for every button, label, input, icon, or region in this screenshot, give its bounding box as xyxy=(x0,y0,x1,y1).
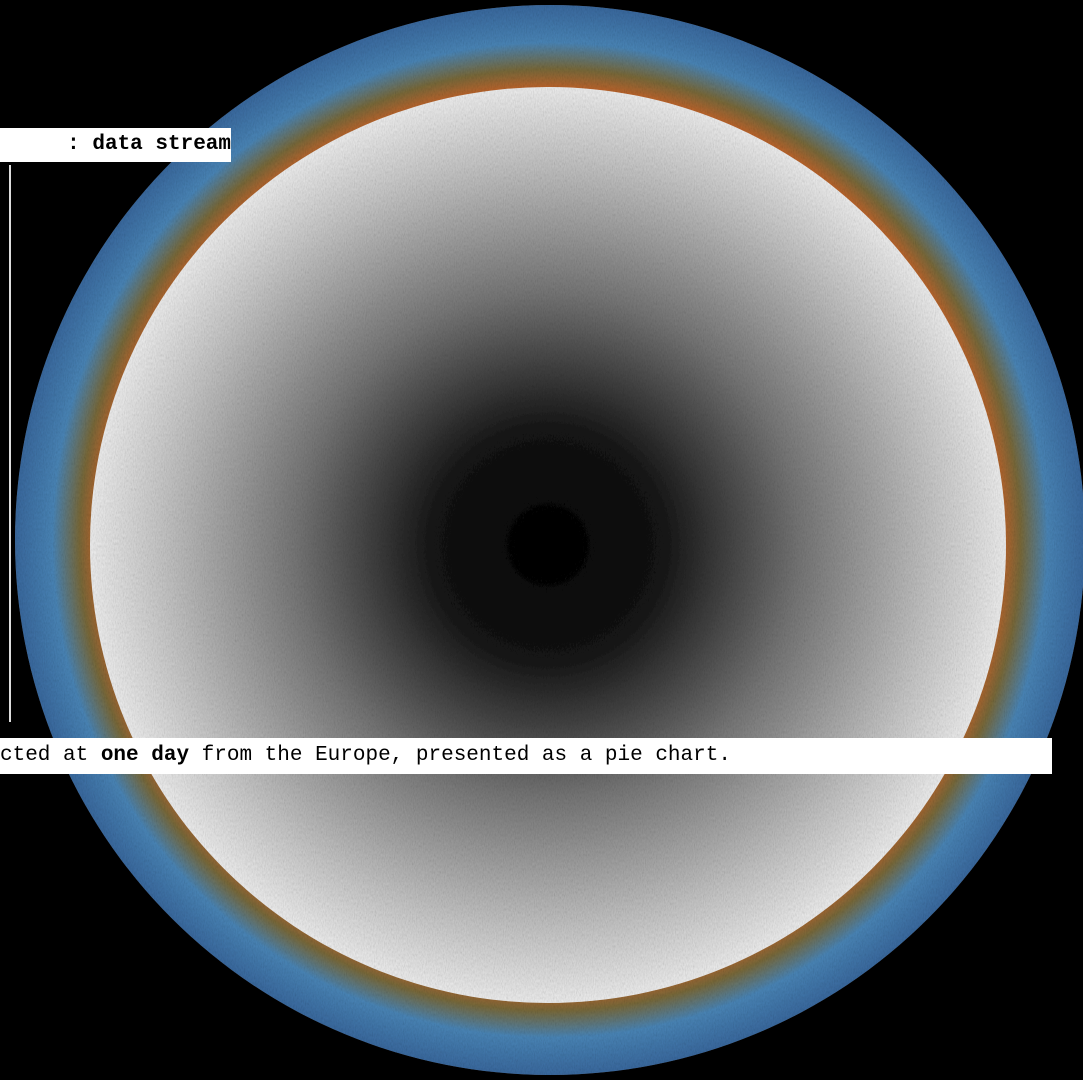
caption-text: from the Europe, presented as a pie char… xyxy=(189,744,731,767)
caption-text: cted at xyxy=(0,744,101,767)
inner-disk xyxy=(90,87,1006,1003)
caption: cted at one day from the Europe, present… xyxy=(0,738,1052,774)
caption-bold: one day xyxy=(100,744,190,767)
title: : data stream xyxy=(0,128,231,162)
